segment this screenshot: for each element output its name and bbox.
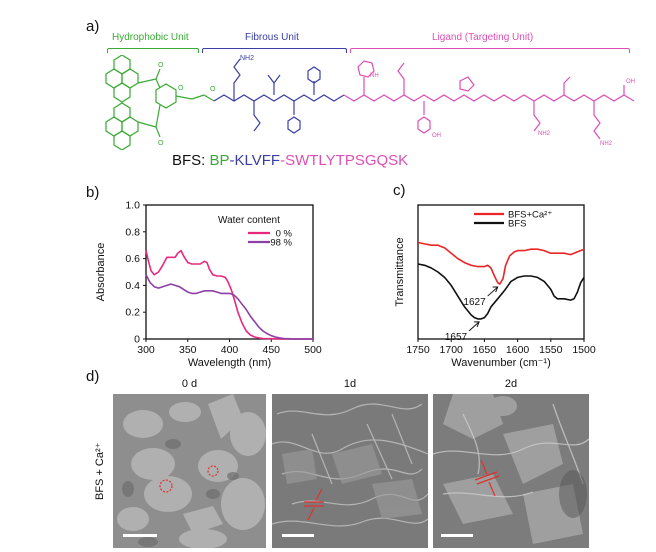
scale-bar	[441, 534, 473, 537]
annotation-arrow	[487, 286, 499, 297]
atom-label: O	[158, 62, 164, 69]
sequence-sep2: -	[280, 152, 286, 169]
x-axis-label: Wavelength (nm)	[188, 357, 271, 369]
y-tick-label: 1.0	[125, 200, 140, 212]
annotation-arrowhead	[474, 321, 480, 328]
sequence-ligand: SWTLYTPSGQSK	[285, 152, 409, 169]
fibrous-bracket	[202, 48, 347, 53]
legend-label: BFS	[508, 219, 526, 230]
sequence-label: BFS: BP-KLVFF-SWTLYTPSGQSK	[172, 152, 408, 169]
annotation-arrow	[468, 321, 480, 332]
x-axis-label: Wavenumber (cm⁻¹)	[451, 357, 551, 369]
series-line	[145, 249, 313, 340]
row-label: BFS + Ca²⁺	[94, 442, 106, 500]
x-tick-label: 450	[262, 344, 280, 356]
y-axis-label: Absorbance	[95, 243, 107, 302]
ligand-unit-label: Ligand (Targeting Unit)	[432, 32, 534, 43]
atom-label: O	[178, 85, 184, 92]
x-tick-label: 1650	[473, 344, 497, 356]
column-label-0d: 0 d	[181, 378, 198, 390]
panel-c-label: c)	[393, 182, 406, 199]
marker-circle	[159, 479, 173, 493]
sem-texture-0d	[113, 394, 266, 548]
atom-label: NH2	[240, 55, 254, 62]
panel-b-label: b)	[86, 184, 100, 201]
sem-texture-2d	[433, 394, 589, 548]
annotation-arrowhead	[492, 286, 499, 293]
fibrous-unit-label: Fibrous Unit	[245, 32, 299, 43]
x-tick-label: 1750	[406, 344, 430, 356]
series-line	[417, 263, 585, 320]
y-tick-label: 0.2	[125, 307, 140, 319]
ligand-bracket	[350, 48, 630, 53]
transmittance-chart: 1750 1700 1650 1600 1550 1500 Wavenumber (cm⁻¹…	[394, 204, 596, 369]
x-tick-label: 300	[137, 344, 155, 356]
x-tick-label: 1550	[539, 344, 563, 356]
legend-label: BFS+Ca²⁺	[508, 210, 552, 221]
atom-label: NH	[370, 73, 379, 79]
sequence-prefix: BFS:	[172, 152, 210, 169]
sem-image-2d	[433, 394, 589, 548]
sequence-bp: BP	[209, 152, 230, 169]
pyrene-lower	[105, 102, 139, 150]
y-tick-label: 0.4	[125, 280, 140, 292]
pyrene-upper	[105, 55, 139, 103]
scale-bar	[123, 534, 157, 537]
column-label-2d: 2d	[504, 378, 518, 390]
annotation-label: 1627	[463, 297, 486, 308]
x-tick-label: 1500	[572, 344, 596, 356]
ligand-backbone	[343, 60, 635, 140]
atom-label: OH	[432, 133, 441, 139]
hydrophobic-bracket	[107, 48, 199, 53]
sequence-sep1: -	[229, 152, 235, 169]
panel-d-label: d)	[86, 368, 100, 385]
series-line	[145, 274, 313, 340]
sem-image-1d	[272, 394, 428, 548]
sem-texture-1d	[272, 394, 428, 548]
x-tick-label: 350	[179, 344, 197, 356]
plot-frame	[417, 204, 585, 340]
hydrophobic-unit-label: Hydrophobic Unit	[112, 32, 189, 43]
atom-label: O	[158, 140, 164, 147]
absorbance-chart: 300 350 400 450 500 0 0.2 0.4 0.6 0.8 1.0 Wavelengt…	[95, 200, 322, 370]
atom-label: NH2	[600, 141, 613, 147]
scale-bar	[282, 534, 314, 537]
atom-label: OH	[626, 79, 635, 85]
legend-label: 98 %	[270, 238, 292, 249]
chemical-structure: O O O O NH2 NH OH NH2 NH2 OH	[105, 55, 635, 150]
y-tick-label: 0	[134, 334, 140, 346]
x-tick-label: 1700	[440, 344, 464, 356]
panel-a-label: a)	[86, 18, 100, 35]
fibrous-backbone	[213, 58, 345, 134]
sem-image-0d	[113, 394, 266, 548]
series-line	[417, 241, 585, 285]
atom-label: O	[210, 86, 216, 93]
annotation-label: 1657	[445, 332, 468, 343]
y-tick-label: 0.6	[125, 253, 140, 265]
x-tick-label: 400	[221, 344, 239, 356]
legend-title: Water content	[218, 215, 280, 226]
x-tick-label: 500	[304, 344, 322, 356]
y-axis-label: Transmittance	[394, 237, 406, 306]
marker-circle	[207, 465, 219, 477]
sequence-klvff: KLVFF	[234, 152, 281, 169]
x-tick-label: 1600	[506, 344, 530, 356]
legend-label: 0 %	[276, 229, 293, 240]
column-label-1d: 1d	[343, 378, 357, 390]
atom-label: NH2	[538, 131, 551, 137]
y-tick-label: 0.8	[125, 226, 140, 238]
benzoyl-core	[137, 68, 215, 138]
